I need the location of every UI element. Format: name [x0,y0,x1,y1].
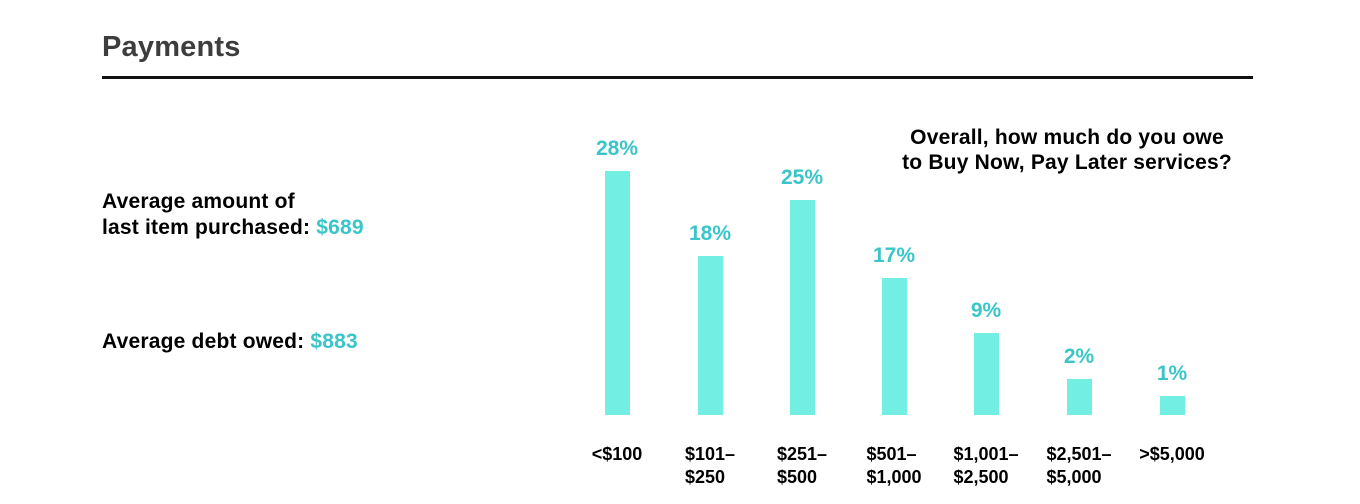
stat-average-debt: Average debt owed: $883 [102,329,358,355]
category-label-4: $1,001– $2,500 [953,444,1019,487]
category-label-0: <$100 [591,444,643,464]
category-label-6: >$5,000 [1139,444,1205,464]
category-label-1: $101– $250 [684,444,736,487]
bar-value-label-2: 25% [780,166,824,189]
chart-title-line1: Overall, how much do you owe [910,126,1224,149]
bar-value-label-3: 17% [872,244,916,267]
category-label-5: $2,501– $5,000 [1046,444,1112,487]
stat-purchase-value: $689 [316,216,364,239]
bar-value-label-6: 1% [1156,362,1188,385]
chart-title: Overall, how much do you owe to Buy Now,… [886,125,1248,175]
page-title: Payments [102,31,241,63]
bar-0 [604,171,630,415]
bar-value-label-4: 9% [970,299,1002,322]
bar-4 [973,333,999,415]
stat-debt-label: Average debt owed: [102,330,305,353]
bar-value-label-0: 28% [595,137,639,160]
header-rule [102,76,1253,79]
stat-purchase-line1: Average amount of [102,190,295,213]
category-label-2: $251– $500 [776,444,828,487]
stat-purchase-line2: last item purchased: [102,216,311,239]
chart-title-line2: to Buy Now, Pay Later services? [902,151,1232,174]
stat-average-purchase: Average amount of last item purchased: $… [102,189,364,241]
bar-3 [881,278,907,415]
bar-value-label-5: 2% [1063,345,1095,368]
bar-value-label-1: 18% [688,222,732,245]
bar-1 [697,256,723,415]
category-label-3: $501– $1,000 [866,444,922,487]
bar-2 [789,200,815,415]
bar-6 [1159,396,1185,415]
bar-5 [1066,379,1092,415]
stat-debt-value: $883 [310,330,358,353]
